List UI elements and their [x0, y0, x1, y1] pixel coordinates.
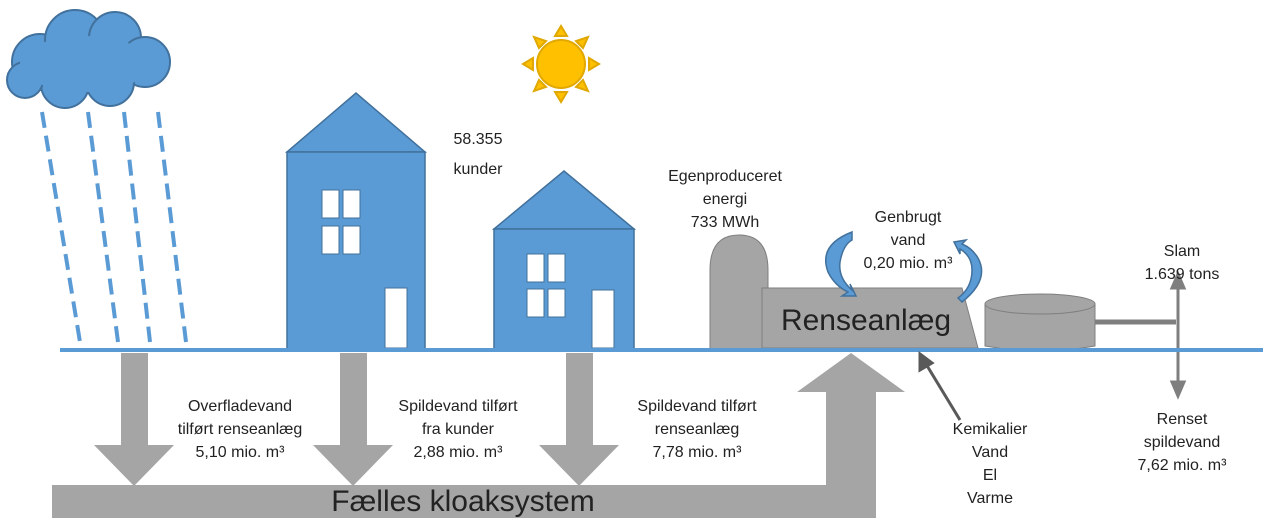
digester [709, 234, 769, 351]
windows [321, 189, 408, 349]
label: Slam [1164, 243, 1200, 260]
sewer-label: Fælles kloaksystem [331, 485, 594, 518]
label: 0,20 mio. m³ [864, 255, 954, 272]
cloud-fill [20, 36, 150, 92]
label: El [983, 467, 997, 484]
label: Spildevand tilført [637, 398, 757, 415]
label: energi [703, 191, 747, 208]
label: 1.639 tons [1145, 266, 1220, 283]
label: Spildevand tilført [398, 398, 518, 415]
label: 2,88 mio. m³ [414, 444, 504, 461]
label: Varme [967, 490, 1013, 507]
label: kunder [454, 161, 504, 178]
label: tilført renseanlæg [178, 421, 303, 438]
label: 5,10 mio. m³ [196, 444, 286, 461]
label: vand [891, 232, 926, 249]
flow-arrows [52, 353, 905, 518]
label: Overfladevand [188, 398, 292, 415]
sludge-arrow [1169, 270, 1187, 400]
label: renseanlæg [655, 421, 740, 438]
label: Egenproduceret [668, 168, 782, 185]
tank [984, 293, 1096, 352]
label: 7,62 mio. m³ [1138, 457, 1228, 474]
label: Genbrugt [875, 209, 942, 226]
sun [521, 24, 601, 104]
input-arrow [918, 351, 962, 421]
label: spildevand [1144, 434, 1221, 451]
recycle-arrows [825, 230, 983, 304]
label: Renset [1157, 411, 1208, 428]
plant-label: Renseanlæg [781, 304, 951, 337]
label: fra kunder [422, 421, 495, 438]
rain [40, 111, 188, 343]
label: 733 MWh [691, 214, 759, 231]
label: Vand [972, 444, 1008, 461]
label: 7,78 mio. m³ [653, 444, 743, 461]
label: 58.355 [454, 131, 503, 148]
label: Kemikalier [953, 421, 1028, 438]
